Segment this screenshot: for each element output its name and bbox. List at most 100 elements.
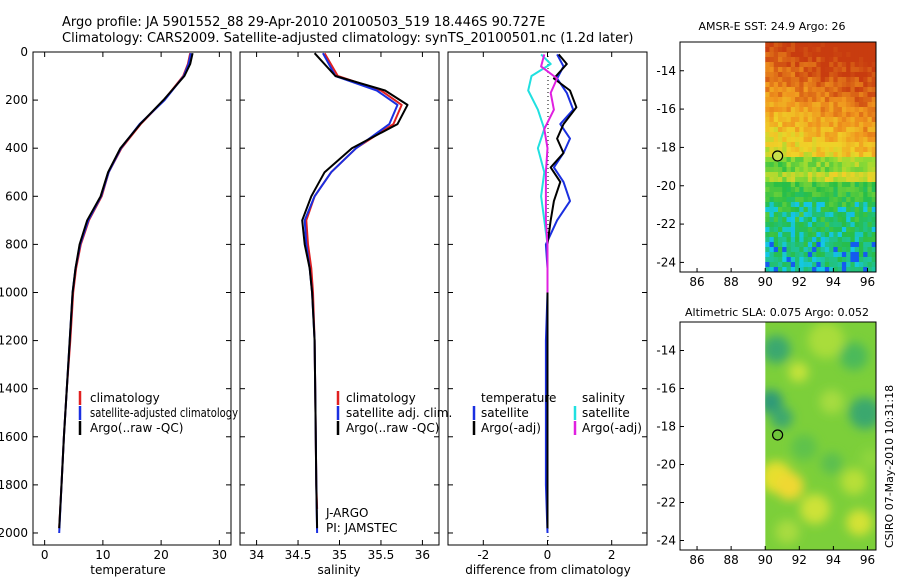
sst-cell bbox=[778, 177, 783, 183]
sst-cell bbox=[795, 252, 800, 258]
sst-cell bbox=[807, 112, 813, 118]
sst-cell bbox=[820, 127, 826, 133]
sst-cell bbox=[833, 97, 839, 103]
sst-cell bbox=[795, 162, 800, 168]
sst-cell bbox=[782, 162, 787, 168]
sst-cell bbox=[846, 47, 851, 53]
sst-cell bbox=[790, 242, 796, 248]
sst-cell bbox=[790, 167, 796, 173]
sst-cell bbox=[850, 52, 856, 58]
sst-cell bbox=[769, 67, 775, 73]
sst-cell bbox=[841, 102, 847, 108]
sst-cell bbox=[803, 127, 809, 133]
sst-cell bbox=[765, 212, 770, 218]
map-x-tick-label: 96 bbox=[860, 553, 875, 567]
sst-cell bbox=[782, 242, 787, 248]
sst-cell bbox=[812, 67, 817, 73]
sst-cell bbox=[799, 227, 804, 233]
sst-cell bbox=[790, 92, 796, 98]
sst-cell bbox=[841, 132, 847, 138]
sst-cell bbox=[837, 177, 843, 183]
sst-cell bbox=[782, 87, 787, 93]
sst-cell bbox=[765, 132, 770, 138]
sst-cell bbox=[812, 47, 817, 53]
sst-cell bbox=[846, 172, 851, 178]
sst-cell bbox=[799, 177, 804, 183]
sst-cell bbox=[858, 262, 864, 268]
sst-cell bbox=[833, 147, 839, 153]
sst-cell bbox=[765, 112, 770, 118]
salinity-ticks: 34 34.5 35 35.5 36 bbox=[240, 51, 439, 562]
sst-cell bbox=[782, 67, 787, 73]
sst-cell bbox=[871, 187, 877, 193]
sst-cell bbox=[863, 162, 868, 168]
sst-cell bbox=[799, 102, 804, 108]
sst-cell bbox=[769, 77, 775, 83]
sst-cell bbox=[867, 82, 873, 88]
sst-cell bbox=[850, 232, 856, 238]
sst-cell bbox=[846, 72, 851, 78]
sst-cell bbox=[871, 92, 877, 98]
sla-heatmap bbox=[765, 322, 877, 550]
sst-cell bbox=[799, 142, 804, 148]
salinity-series bbox=[301, 52, 409, 534]
sst-cell bbox=[782, 72, 787, 78]
sst-cell bbox=[807, 227, 813, 233]
sst-cell bbox=[795, 117, 800, 123]
sst-cell bbox=[765, 102, 770, 108]
sst-cell bbox=[769, 132, 775, 138]
sst-cell bbox=[782, 107, 787, 113]
sst-cell bbox=[782, 102, 787, 108]
sst-cell bbox=[850, 107, 856, 113]
sst-cell bbox=[790, 197, 796, 203]
sst-cell bbox=[829, 132, 834, 138]
sst-cell bbox=[854, 177, 860, 183]
sla-argo-marker bbox=[772, 429, 784, 441]
sst-cell bbox=[816, 247, 822, 253]
sst-cell bbox=[846, 117, 851, 123]
sst-cell bbox=[863, 97, 868, 103]
sst-cell bbox=[803, 87, 809, 93]
series-line-climatology bbox=[58, 52, 192, 529]
sst-cell bbox=[854, 262, 860, 268]
sst-cell bbox=[816, 87, 822, 93]
sst-cell bbox=[765, 152, 770, 158]
sst-cell bbox=[769, 217, 775, 223]
sst-cell bbox=[871, 232, 877, 238]
sst-cell bbox=[829, 92, 834, 98]
sst-cell bbox=[871, 182, 877, 188]
sst-cell bbox=[803, 242, 809, 248]
sst-cell bbox=[778, 207, 783, 213]
sst-cell bbox=[816, 202, 822, 208]
sst-cell bbox=[846, 162, 851, 168]
sst-cell bbox=[871, 227, 877, 233]
sst-cell bbox=[786, 182, 792, 188]
sst-cell bbox=[824, 142, 830, 148]
sst-cell bbox=[871, 107, 877, 113]
sst-cell bbox=[773, 217, 779, 223]
sst-cell bbox=[871, 117, 877, 123]
sst-cell bbox=[837, 152, 843, 158]
sst-cell bbox=[778, 42, 783, 48]
sst-cell bbox=[790, 47, 796, 53]
sst-cell bbox=[850, 252, 856, 258]
sst-cell bbox=[795, 167, 800, 173]
sla-field bbox=[765, 322, 877, 550]
sst-cell bbox=[850, 112, 856, 118]
sst-cell bbox=[812, 197, 817, 203]
sst-cell bbox=[846, 112, 851, 118]
sst-cell bbox=[790, 247, 796, 253]
sst-cell bbox=[778, 77, 783, 83]
sst-cell bbox=[824, 132, 830, 138]
sst-cell bbox=[812, 112, 817, 118]
sst-cell bbox=[778, 127, 783, 133]
sst-cell bbox=[871, 262, 877, 268]
sst-cell bbox=[769, 162, 775, 168]
sst-cell bbox=[850, 157, 856, 163]
sst-cell bbox=[841, 87, 847, 93]
difference-xlabel: difference from climatology bbox=[465, 563, 631, 577]
sst-cell bbox=[854, 137, 860, 143]
sst-cell bbox=[816, 197, 822, 203]
sst-cell bbox=[841, 77, 847, 83]
sst-cell bbox=[790, 192, 796, 198]
